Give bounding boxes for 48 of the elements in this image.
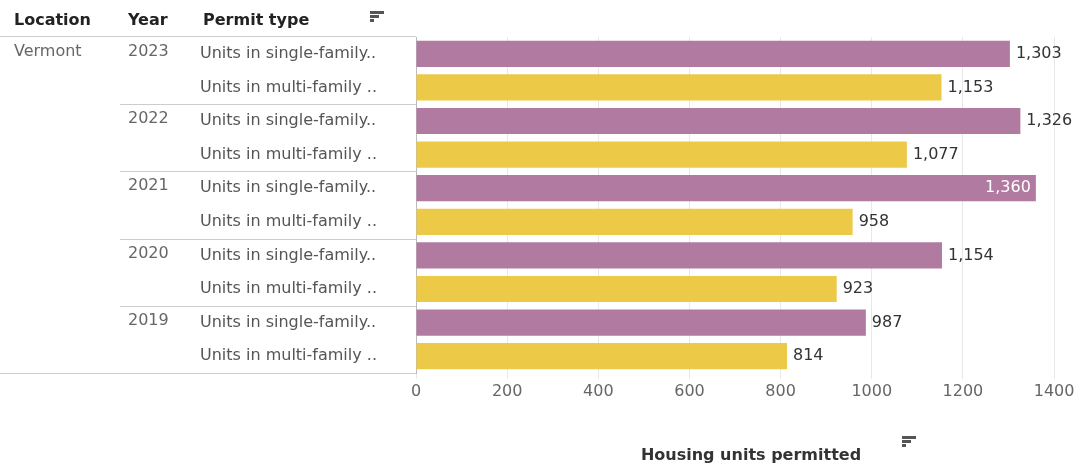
x-tick-label: 1000: [851, 380, 893, 400]
bar: [416, 275, 837, 303]
y-tick-label: Units in multi-family ..: [200, 278, 377, 298]
text: 2021: [128, 175, 169, 196]
x-axis-title: Housing units permitted: [640, 444, 862, 464]
data-label: 958: [858, 210, 890, 230]
bar: [416, 208, 853, 235]
x-tick-label: 0: [410, 380, 422, 400]
data-label: 1,077: [912, 143, 959, 163]
y-tick-label: Units in multi-family ..: [200, 143, 377, 163]
data-label: 1,360: [985, 177, 1031, 197]
y-tick-label: Units in single-family..: [200, 244, 377, 264]
data-label: 1,326: [1026, 110, 1073, 130]
y-axis-title: Permit type: [203, 10, 310, 30]
data-label: 814: [793, 345, 824, 365]
x-tick-label: 600: [674, 380, 705, 400]
x-tick-label: 400: [583, 380, 614, 400]
x-tick-label: 1400: [1033, 380, 1075, 400]
bar: [416, 309, 866, 336]
data-label: 1,153: [947, 76, 994, 96]
text: 2023: [128, 41, 169, 61]
bar: [416, 107, 1021, 135]
x-tick-label: 1200: [942, 380, 984, 400]
bar: [416, 141, 907, 168]
y-tick-label: Units in single-family..: [200, 311, 377, 331]
text: 2019: [128, 309, 169, 330]
data-label: 1,303: [1015, 42, 1062, 62]
text: 2022: [128, 108, 169, 129]
data-label: 987: [871, 311, 903, 331]
y-tick-label: Units in single-family..: [200, 110, 377, 130]
y-tick-label: Units in multi-family ..: [200, 76, 377, 96]
y-tick-label: Units in single-family..: [200, 177, 377, 197]
y-tick-label: Units in multi-family ..: [200, 210, 377, 230]
bar: [416, 74, 942, 101]
bar: [416, 343, 788, 370]
y-tick-label: Units in single-family..: [200, 42, 377, 62]
bar: [416, 175, 1036, 202]
x-tick-label: 800: [765, 380, 796, 400]
bar: [416, 242, 942, 269]
x-tick-label: 200: [491, 380, 523, 400]
bar: [416, 40, 1010, 67]
text: Year: [128, 10, 168, 30]
data-label: 923: [842, 278, 874, 298]
data-label: 1,154: [947, 244, 994, 264]
text: Vermont: [14, 41, 82, 61]
text: 2020: [128, 242, 169, 263]
y-tick-label: Units in multi-family ..: [200, 345, 377, 365]
text: Location: [14, 10, 91, 30]
